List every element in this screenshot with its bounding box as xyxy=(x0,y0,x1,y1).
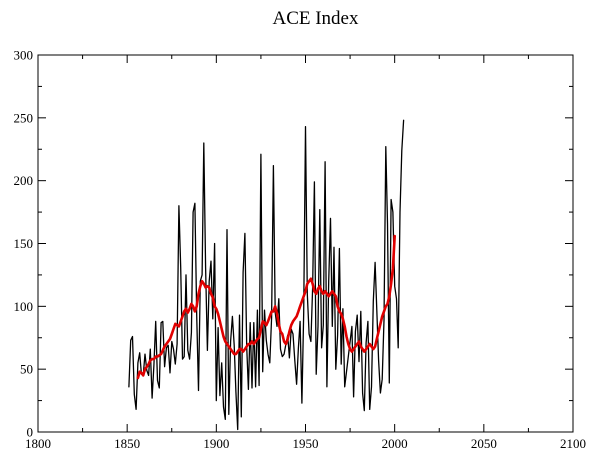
annual-ace-series-line xyxy=(128,119,405,431)
chart-title: ACE Index xyxy=(272,8,359,29)
x-tick-label: 1900 xyxy=(203,436,229,451)
plot-frame xyxy=(37,54,574,433)
x-tick-label: 1850 xyxy=(114,436,140,451)
smoothed-ace-series-line xyxy=(136,234,397,380)
x-tick-label: 2000 xyxy=(382,436,408,451)
y-tick-label: 150 xyxy=(14,236,34,251)
x-tick-label: 1800 xyxy=(25,436,51,451)
x-axis: 1800 1850 1900 1950 2000 2050 2100 xyxy=(25,55,586,451)
y-axis: 0 50 100 150 200 250 300 xyxy=(14,48,573,440)
x-tick-label: 2050 xyxy=(471,436,497,451)
y-tick-label: 250 xyxy=(14,110,34,125)
x-tick-label: 2100 xyxy=(560,436,586,451)
y-tick-label: 100 xyxy=(14,299,34,314)
y-tick-label: 300 xyxy=(14,48,34,63)
y-tick-label: 50 xyxy=(20,362,33,377)
series-layer xyxy=(128,119,405,431)
y-tick-label: 200 xyxy=(14,173,34,188)
x-tick-label: 1950 xyxy=(293,436,319,451)
y-tick-label: 0 xyxy=(27,425,34,440)
